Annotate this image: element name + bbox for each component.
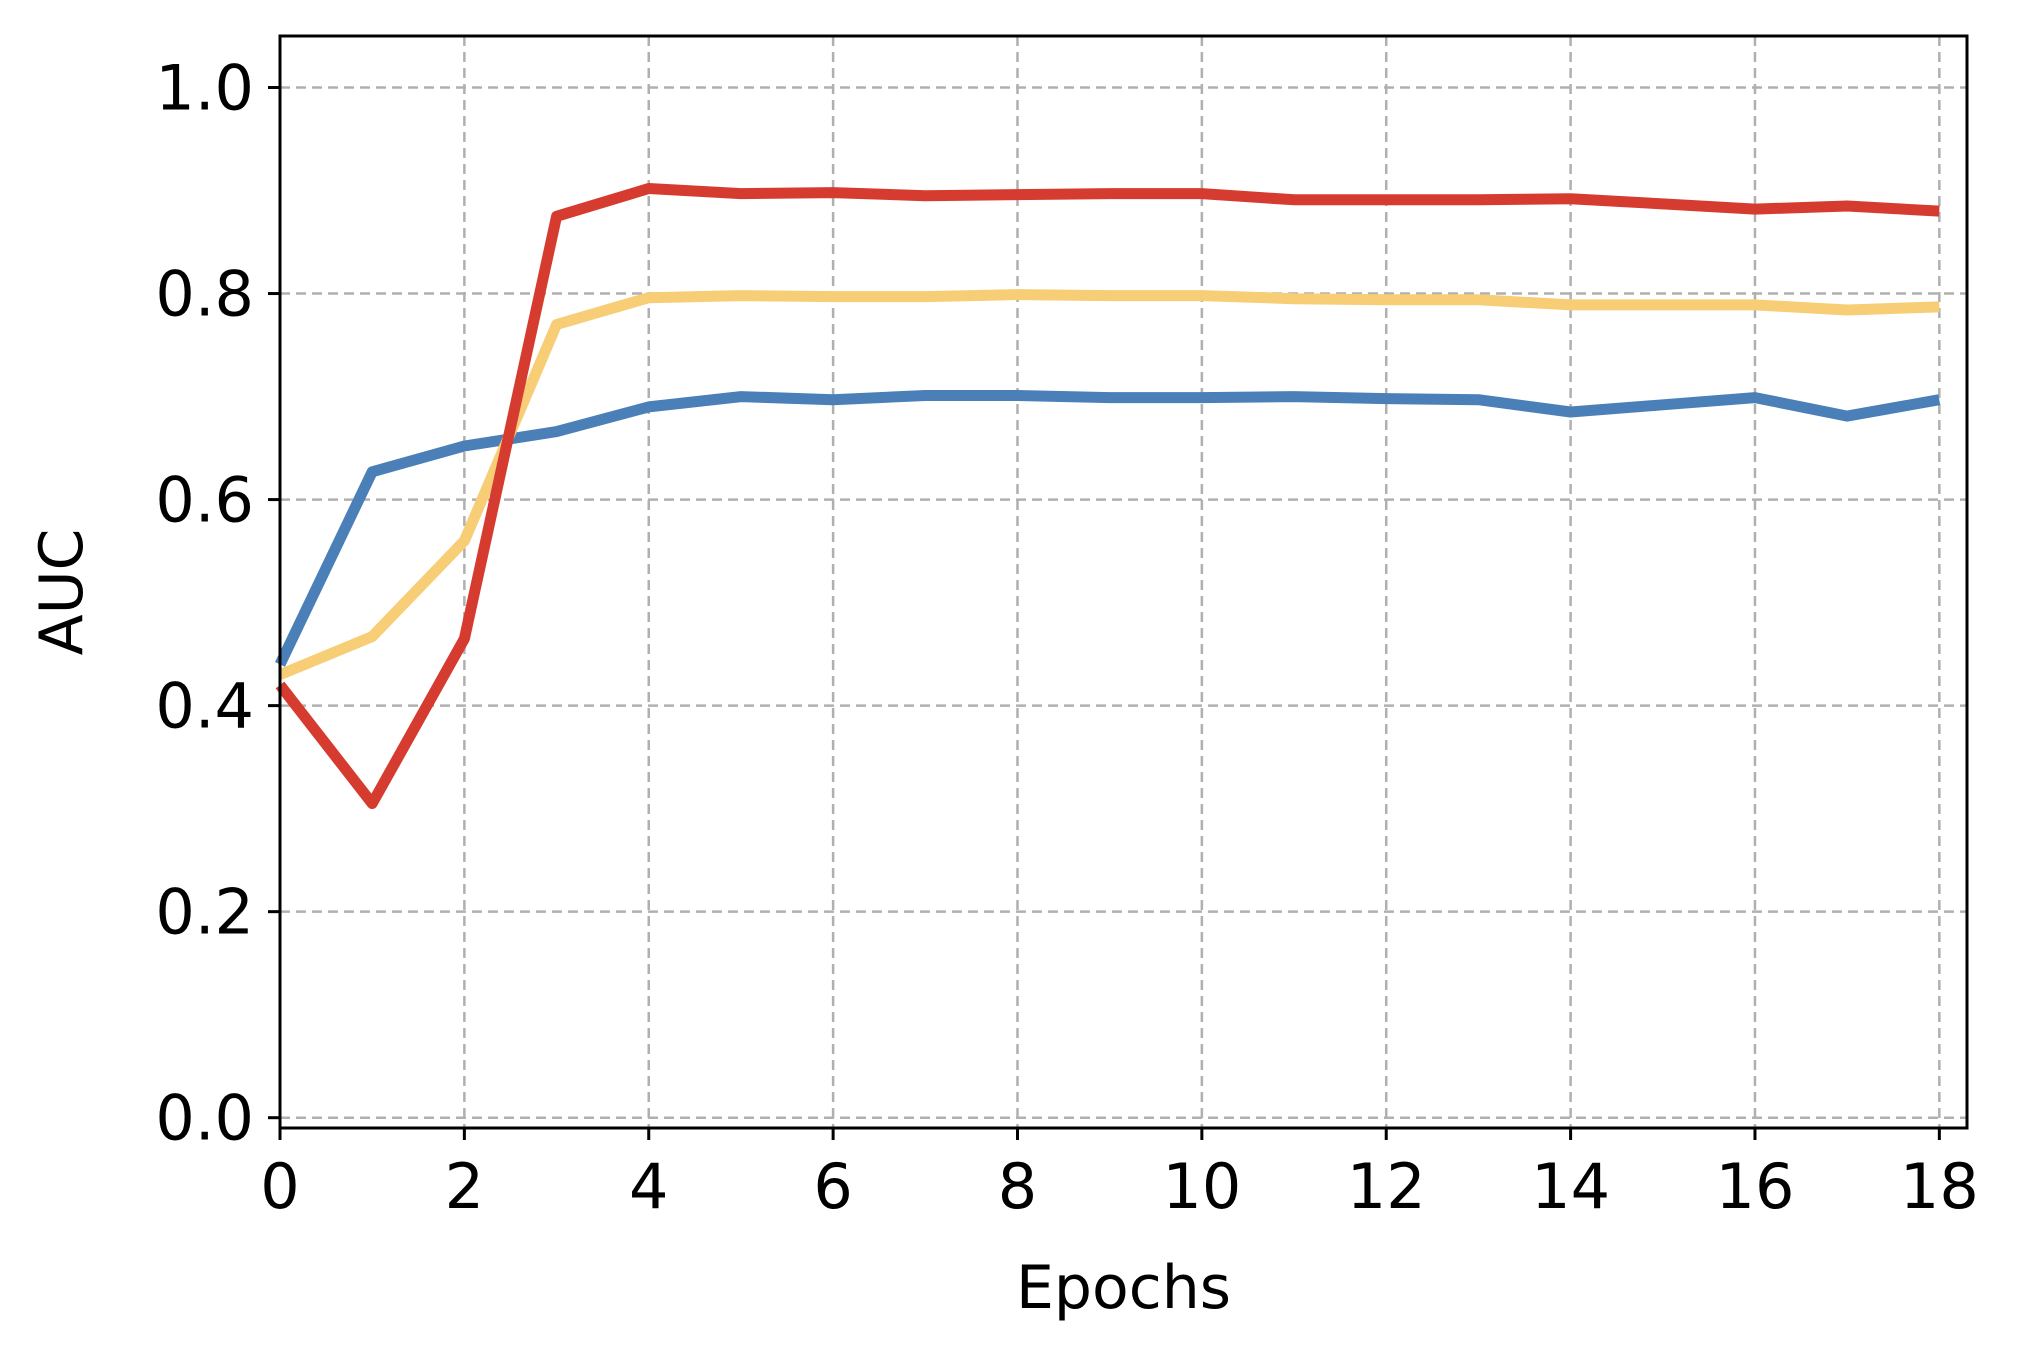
series-line-1 (275, 390, 1941, 667)
x-tick-label: 0 (260, 1150, 299, 1223)
tick-labels: 0 2 4 6 8 10 12 14 16 18 0.0 0.2 0.4 0.6 0.8 1.0 (155, 52, 1978, 1223)
y-axis-title: AUC (27, 529, 97, 656)
y-tick-label: 0.4 (155, 670, 254, 743)
x-tick-label: 4 (629, 1150, 668, 1223)
y-tick-label: 0.6 (155, 464, 254, 537)
series-line-3 (275, 183, 1940, 809)
plot-frame (278, 34, 1969, 1130)
x-tick-label: 6 (813, 1150, 852, 1223)
grid-lines (278, 36, 1967, 1128)
y-tick-label: 0.0 (155, 1082, 254, 1155)
x-tick-label: 18 (1900, 1150, 1979, 1223)
x-tick-label: 2 (445, 1150, 484, 1223)
series-line-2 (277, 289, 1940, 680)
x-tick-label: 14 (1531, 1150, 1610, 1223)
x-axis-title: Epochs (1016, 1253, 1231, 1323)
x-tick-label: 12 (1347, 1150, 1426, 1223)
x-tick-label: 16 (1716, 1150, 1795, 1223)
y-tick-label: 0.8 (155, 258, 254, 331)
series-lines (275, 183, 1941, 809)
y-tick-label: 0.2 (155, 876, 254, 949)
y-tick-label: 1.0 (155, 52, 254, 125)
axis-ticks (268, 86, 1941, 1140)
x-tick-label: 10 (1162, 1150, 1241, 1223)
x-tick-label: 8 (998, 1150, 1037, 1223)
